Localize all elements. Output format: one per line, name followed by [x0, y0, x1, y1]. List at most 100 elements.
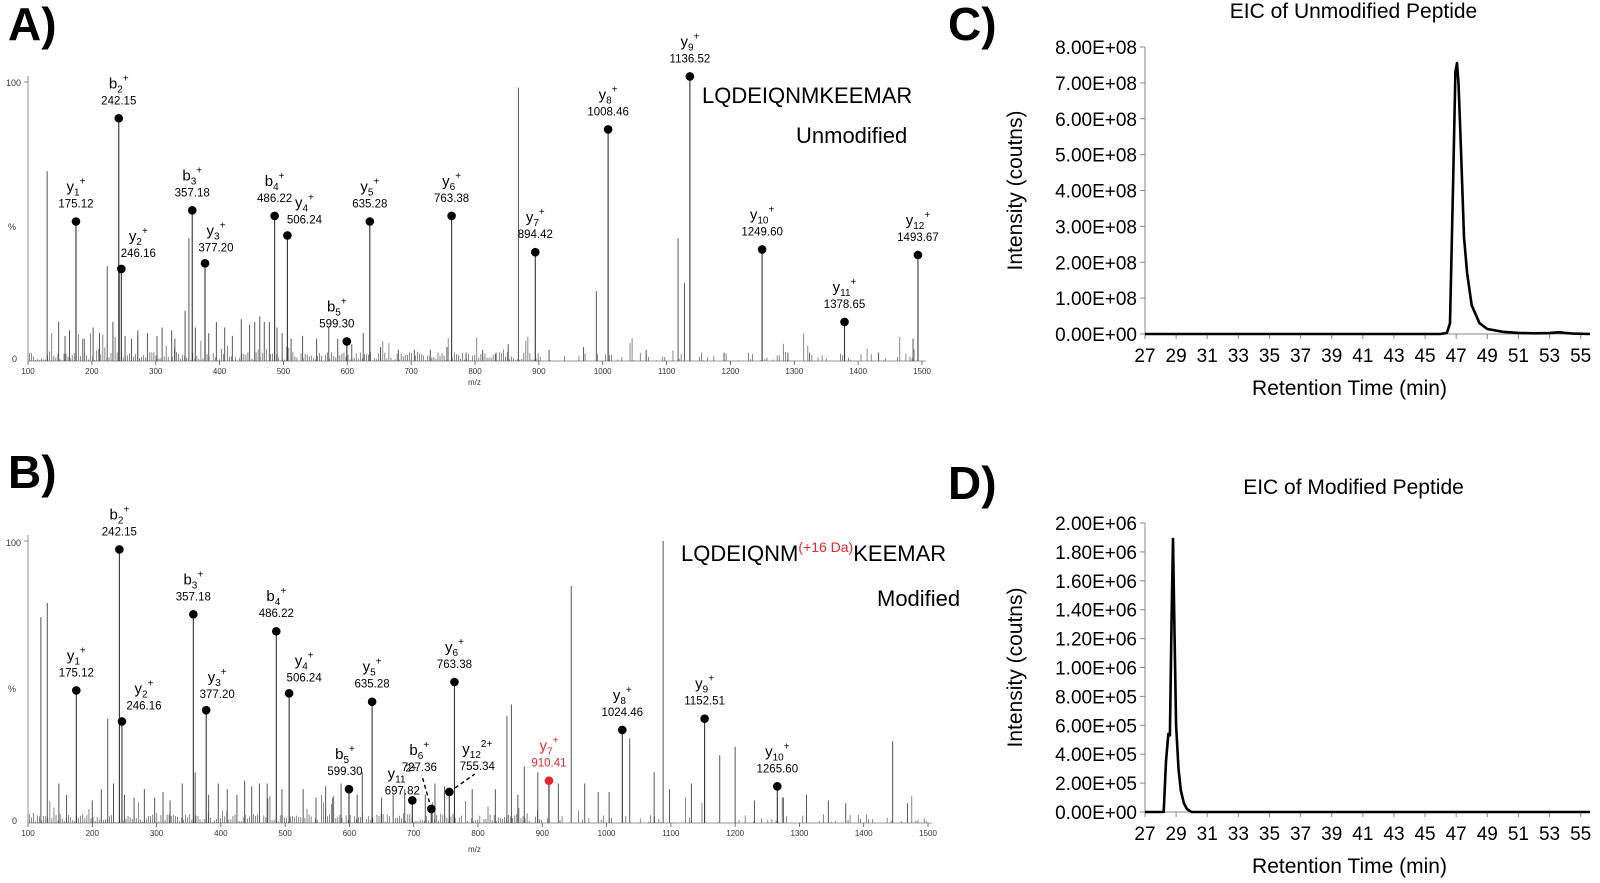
- ion-charge: +: [148, 678, 154, 689]
- ion-number: 7: [533, 218, 539, 229]
- ion-marker-y1: [71, 217, 81, 226]
- ion-number: 5: [368, 188, 374, 199]
- ion-marker-y6: [447, 211, 456, 221]
- ion-type: b: [266, 588, 274, 605]
- ion-leader-b6: [421, 774, 432, 810]
- ion-marker-b2: [114, 113, 124, 123]
- ion-charge: +: [373, 177, 379, 188]
- ion-mz-y6: 763.38: [434, 193, 469, 205]
- ion-number: 3: [215, 678, 221, 689]
- ion-label-y10: y10+: [765, 741, 790, 763]
- x-tick-label: 43: [1383, 824, 1404, 845]
- ion-label-y2: y2+: [129, 226, 148, 248]
- ion-charge: +: [341, 296, 347, 307]
- ion-charge: +: [376, 657, 382, 668]
- ion-mz-y9: 1152.51: [684, 696, 725, 708]
- y-tick-label: 1.80E+06: [1055, 543, 1137, 564]
- ion-type: y: [360, 179, 368, 196]
- y-tick-label: 5.00E+08: [1055, 146, 1137, 167]
- eic-trace: [1145, 537, 1590, 814]
- x-tick-label: 1500: [919, 829, 937, 838]
- x-tick-label: 1400: [849, 367, 867, 376]
- ion-number: 2: [136, 237, 142, 248]
- ion-type: b: [109, 75, 117, 92]
- ion-marker-y4: [283, 231, 292, 240]
- ion-label-y7: y7+: [540, 736, 559, 758]
- ion-type: y: [207, 222, 215, 239]
- x-tick-label: 1400: [855, 829, 873, 838]
- ion-mz-y5: 635.28: [355, 679, 390, 691]
- ion-type: y: [67, 647, 75, 664]
- panel-letter-b: B): [8, 446, 57, 498]
- ion-mz-y5: 635.28: [352, 199, 387, 211]
- ion-number: 12: [470, 750, 482, 761]
- x-tick-label: 600: [341, 367, 355, 376]
- x-tick-label: 1000: [598, 829, 616, 838]
- ion-label-y3: y3+: [207, 220, 226, 242]
- ion-number: 2: [142, 689, 148, 700]
- ion-charge: +: [308, 192, 314, 203]
- ion-type: b: [327, 298, 335, 315]
- ion-label-b5: b5+: [327, 296, 347, 318]
- ion-mz-y12: 1493.67: [897, 232, 939, 244]
- ion-marker-y2: [117, 717, 127, 726]
- ion-charge: +: [612, 84, 618, 95]
- ion-charge: +: [80, 645, 86, 656]
- x-tick-label: 47: [1446, 346, 1467, 367]
- ion-charge: +: [123, 504, 129, 515]
- ion-mz-b4: 486.22: [257, 193, 292, 205]
- ion-charge: +: [455, 171, 461, 182]
- ion-type: y: [295, 652, 303, 669]
- ion-charge: +: [708, 674, 714, 685]
- ion-type: b: [182, 167, 190, 184]
- ion-leader-y12: [448, 773, 476, 793]
- x-tick-label: 33: [1228, 824, 1249, 845]
- ion-mz-y3: 377.20: [200, 689, 235, 701]
- ion-charge: +: [349, 744, 355, 755]
- ion-number: 5: [343, 755, 349, 766]
- ion-number: 3: [191, 176, 197, 187]
- ion-mz-y2: 246.16: [126, 700, 161, 712]
- ion-type: b: [110, 506, 118, 523]
- ion-mz-y9: 1136.52: [670, 53, 711, 65]
- ion-marker-y8: [617, 725, 627, 735]
- ion-type: y: [599, 86, 607, 103]
- ion-marker-b4: [270, 211, 279, 221]
- ion-label-b5: b5+: [335, 744, 355, 766]
- ion-label-y3: y3+: [208, 667, 227, 689]
- x-tick-label: 35: [1259, 824, 1280, 845]
- y-zero-label-a: 0: [12, 354, 17, 364]
- ion-type: y: [129, 228, 137, 245]
- ion-charge: +: [539, 207, 545, 218]
- ion-number: 3: [214, 231, 220, 242]
- x-tick-label: 51: [1508, 346, 1529, 367]
- ion-charge: +: [626, 685, 632, 696]
- ion-number: 6: [418, 751, 424, 762]
- x-tick-label: 39: [1321, 824, 1342, 845]
- x-tick-label: 700: [404, 367, 418, 376]
- ion-marker-y8: [603, 125, 613, 134]
- ion-label-y1: y1+: [67, 177, 86, 199]
- ion-charge: +: [142, 226, 148, 237]
- x-tick-label: 49: [1477, 824, 1498, 845]
- y-tick-label: 1.00E+06: [1055, 659, 1137, 680]
- x-tick-label: 43: [1383, 346, 1404, 367]
- y-tick-label: 4.00E+05: [1055, 745, 1137, 766]
- x-tick-label: 39: [1321, 346, 1342, 367]
- ion-type: y: [67, 179, 75, 196]
- ion-mz-y11: 697.82: [385, 785, 420, 797]
- eic-chart-d: EIC of Modified Peptide 0.00E+00 2.00E+05 4…: [1004, 476, 1591, 878]
- x-tick-label: 53: [1539, 346, 1560, 367]
- y-tick-label: 2.00E+06: [1055, 514, 1137, 535]
- spectrum-chart-a: 100 200 300 400 500 600 700 800 900 1000 1100 1200 1…: [21, 31, 938, 376]
- y-tick-label: 1.20E+06: [1055, 630, 1137, 651]
- ion-charge: +: [784, 741, 790, 752]
- ion-number: 5: [335, 307, 341, 318]
- x-tick-label: 55: [1570, 824, 1591, 845]
- ion-label-y4: y4+: [295, 192, 314, 214]
- x-tick-label: 1000: [594, 367, 612, 376]
- ion-marker-y9: [700, 714, 709, 723]
- y-top-label-b: 100: [6, 538, 21, 548]
- ion-number: 4: [275, 597, 281, 608]
- x-tick-label: 1100: [662, 829, 680, 838]
